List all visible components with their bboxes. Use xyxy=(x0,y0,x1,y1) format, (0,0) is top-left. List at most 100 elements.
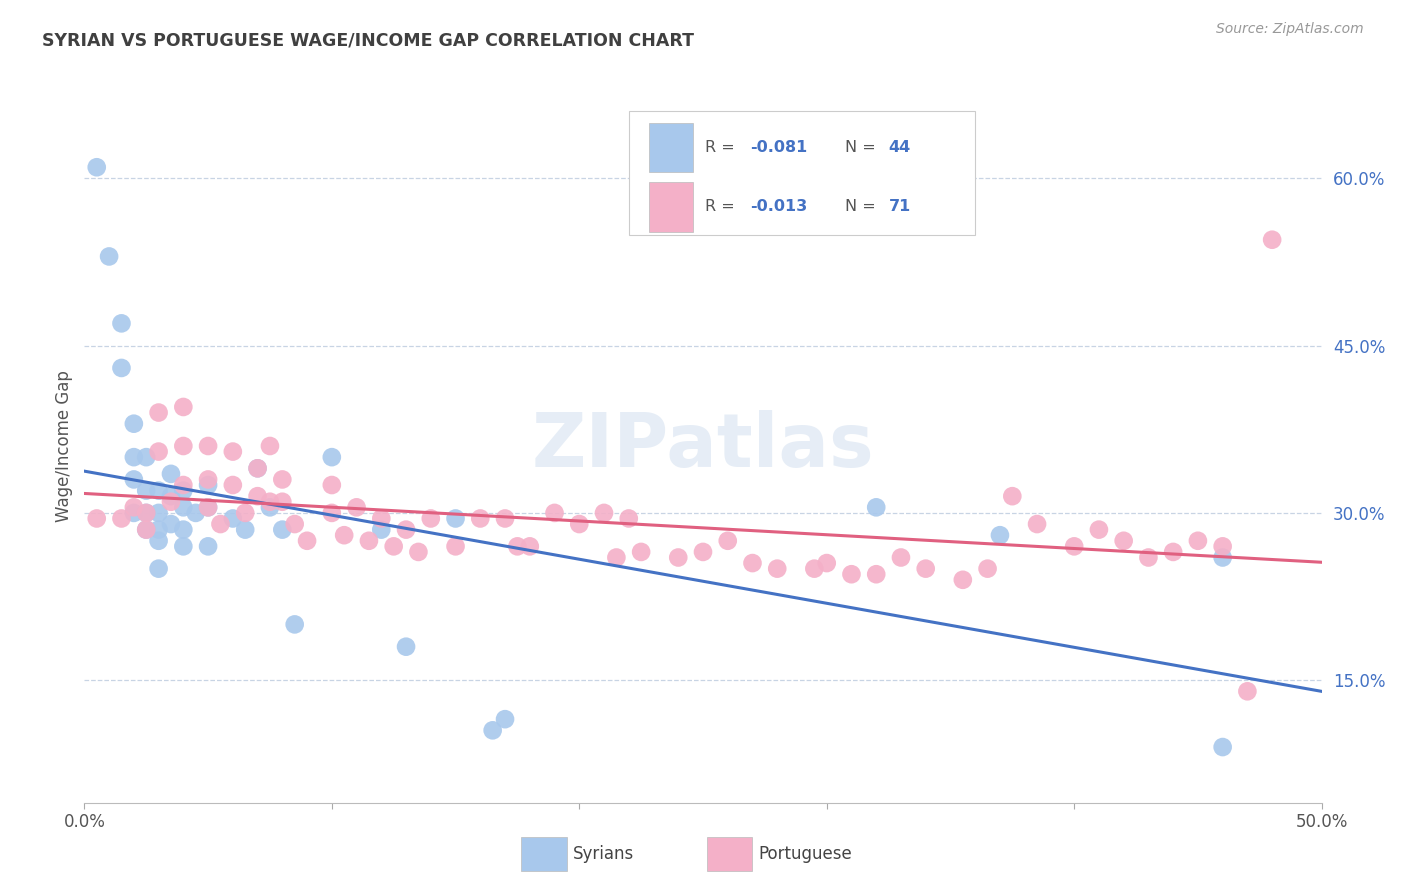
Point xyxy=(148,405,170,419)
Text: -0.013: -0.013 xyxy=(749,200,807,214)
Point xyxy=(160,489,183,503)
Point xyxy=(135,483,157,498)
Point xyxy=(122,450,145,464)
Point xyxy=(568,517,591,532)
Text: 44: 44 xyxy=(889,140,911,155)
Point xyxy=(1112,533,1135,548)
Text: Source: ZipAtlas.com: Source: ZipAtlas.com xyxy=(1216,22,1364,37)
FancyBboxPatch shape xyxy=(707,837,752,871)
Point xyxy=(197,478,219,492)
Point xyxy=(172,500,194,515)
Point xyxy=(976,562,998,576)
Point xyxy=(370,511,392,525)
Point xyxy=(357,533,380,548)
Point xyxy=(1063,539,1085,553)
Point xyxy=(519,539,541,553)
Point xyxy=(233,523,256,537)
Point xyxy=(246,489,269,503)
FancyBboxPatch shape xyxy=(648,182,693,232)
Point xyxy=(148,523,170,537)
Point xyxy=(197,500,219,515)
Point xyxy=(172,439,194,453)
Point xyxy=(1187,533,1209,548)
Point xyxy=(172,400,194,414)
Point xyxy=(666,550,689,565)
Point xyxy=(444,539,467,553)
Point xyxy=(481,723,503,738)
Point xyxy=(160,467,183,481)
Point xyxy=(841,567,863,582)
Point xyxy=(259,439,281,453)
Point xyxy=(419,511,441,525)
Point xyxy=(952,573,974,587)
Point xyxy=(110,361,132,376)
Point xyxy=(135,523,157,537)
Point xyxy=(172,523,194,537)
Point xyxy=(865,567,887,582)
Text: Portuguese: Portuguese xyxy=(759,846,852,863)
Point xyxy=(506,539,529,553)
Point xyxy=(346,500,368,515)
Point xyxy=(988,528,1011,542)
Point xyxy=(741,556,763,570)
Point xyxy=(110,317,132,331)
Point xyxy=(321,478,343,492)
Point xyxy=(271,494,294,508)
Point xyxy=(890,550,912,565)
Point xyxy=(914,562,936,576)
Point xyxy=(321,506,343,520)
Point xyxy=(382,539,405,553)
Point xyxy=(593,506,616,520)
Point xyxy=(86,161,108,175)
Text: N =: N = xyxy=(845,200,882,214)
Point xyxy=(1137,550,1160,565)
Point xyxy=(259,494,281,508)
Point xyxy=(865,500,887,515)
Point xyxy=(197,500,219,515)
Point xyxy=(1261,233,1284,247)
Point xyxy=(135,450,157,464)
Point xyxy=(148,506,170,520)
Point xyxy=(148,483,170,498)
Point xyxy=(333,528,356,542)
Point xyxy=(197,439,219,453)
Point xyxy=(1236,684,1258,698)
Point xyxy=(148,444,170,458)
Point xyxy=(246,461,269,475)
Point xyxy=(160,517,183,532)
Point xyxy=(222,478,245,492)
Point xyxy=(1001,489,1024,503)
Point xyxy=(408,545,430,559)
Point xyxy=(135,523,157,537)
Point xyxy=(184,506,207,520)
Text: R =: R = xyxy=(706,140,741,155)
Point xyxy=(543,506,565,520)
Point xyxy=(197,539,219,553)
FancyBboxPatch shape xyxy=(522,837,567,871)
Point xyxy=(122,500,145,515)
Text: R =: R = xyxy=(706,200,741,214)
Point xyxy=(110,511,132,525)
Point xyxy=(717,533,740,548)
Point xyxy=(630,545,652,559)
Text: ZIPatlas: ZIPatlas xyxy=(531,409,875,483)
Point xyxy=(1212,539,1234,553)
Point xyxy=(1161,545,1184,559)
Point xyxy=(284,517,307,532)
Point xyxy=(122,417,145,431)
Point xyxy=(395,523,418,537)
Point xyxy=(271,472,294,486)
Point xyxy=(222,444,245,458)
FancyBboxPatch shape xyxy=(628,111,976,235)
Point xyxy=(1212,740,1234,755)
Point xyxy=(148,533,170,548)
Point xyxy=(444,511,467,525)
Text: -0.081: -0.081 xyxy=(749,140,807,155)
Point xyxy=(172,483,194,498)
Text: SYRIAN VS PORTUGUESE WAGE/INCOME GAP CORRELATION CHART: SYRIAN VS PORTUGUESE WAGE/INCOME GAP COR… xyxy=(42,31,695,49)
Point xyxy=(321,450,343,464)
Point xyxy=(617,511,640,525)
Point xyxy=(1212,550,1234,565)
Point xyxy=(259,500,281,515)
Point xyxy=(605,550,627,565)
